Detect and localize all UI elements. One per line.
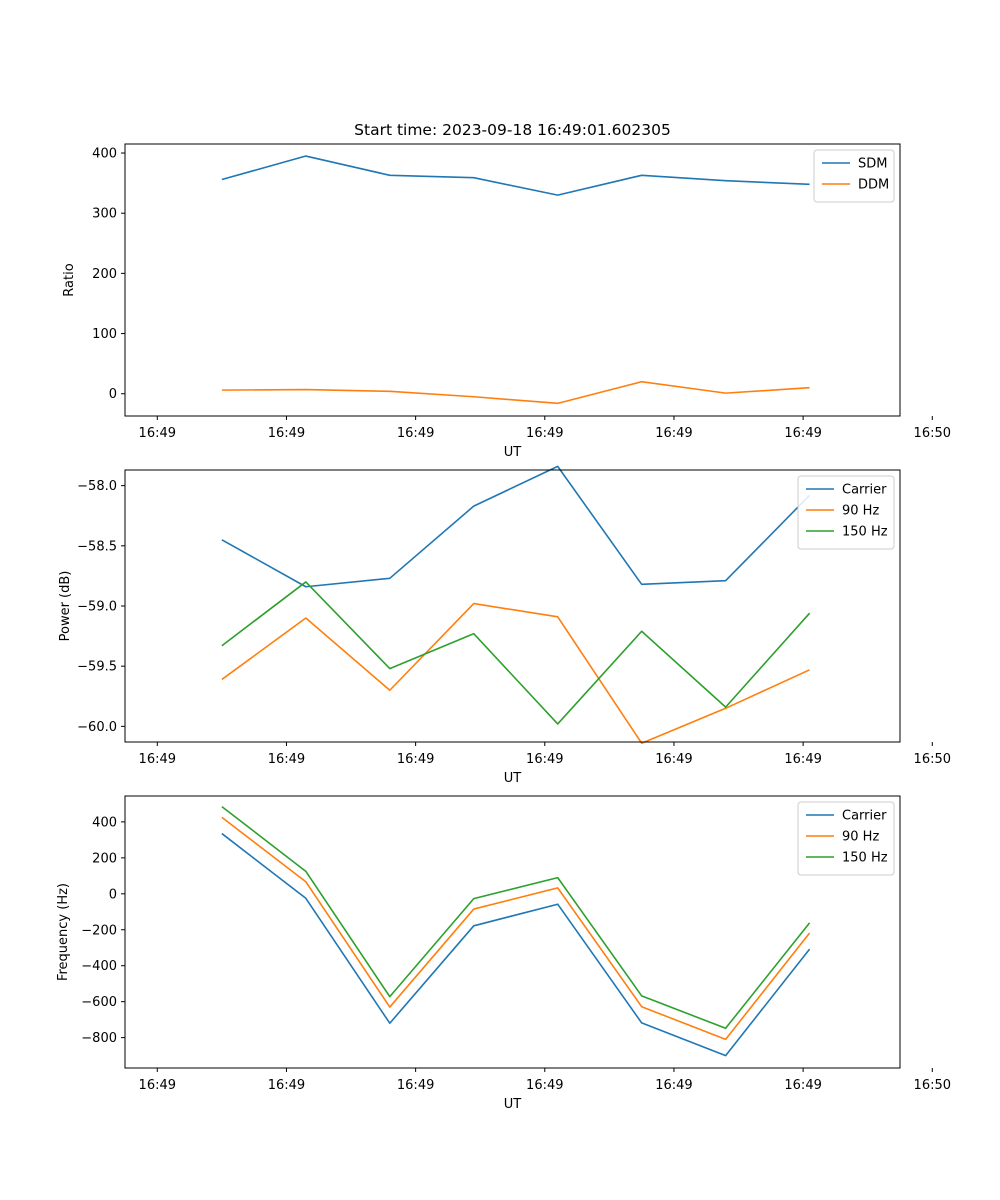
y-tick-label: −600 bbox=[81, 995, 117, 1010]
series-line-150-hz bbox=[221, 805, 811, 1030]
y-tick-label: 400 bbox=[92, 147, 117, 162]
y-tick-label: 0 bbox=[109, 387, 117, 402]
y-tick-label: −59.0 bbox=[77, 600, 117, 615]
series-line-90-hz bbox=[221, 816, 811, 1041]
y-tick-label: −800 bbox=[81, 1031, 117, 1046]
y-tick-label: 100 bbox=[92, 327, 117, 342]
x-tick-label: 16:49 bbox=[655, 752, 692, 767]
series-line-carrier bbox=[221, 465, 811, 588]
y-axis-label: Ratio bbox=[62, 263, 77, 296]
x-tick-label: 16:49 bbox=[655, 1078, 692, 1093]
x-tick-label: 16:49 bbox=[784, 426, 821, 441]
series-line-sdm bbox=[221, 155, 810, 196]
legend-label-150-hz: 150 Hz bbox=[842, 851, 888, 866]
x-tick-label: 16:49 bbox=[784, 752, 821, 767]
legend-label-carrier: Carrier bbox=[842, 483, 887, 498]
x-tick-label: 16:49 bbox=[268, 426, 305, 441]
legend-label-sdm: SDM bbox=[858, 157, 887, 172]
legend-label-90-hz: 90 Hz bbox=[842, 504, 879, 519]
series-line-ddm bbox=[221, 380, 810, 405]
panels: 16:49 16:49 16:49 16:49 16:49 16:49 16:50 0 100 2… bbox=[56, 121, 951, 1112]
x-tick-label: 16:49 bbox=[526, 1078, 563, 1093]
x-tick-label: 16:49 bbox=[139, 426, 176, 441]
x-axis-label: UT bbox=[504, 1097, 522, 1112]
x-tick-label: 16:49 bbox=[139, 1078, 176, 1093]
x-tick-label: 16:49 bbox=[526, 426, 563, 441]
x-tick-label: 16:49 bbox=[526, 752, 563, 767]
series-line-90-hz bbox=[221, 602, 810, 745]
x-tick-label: 16:50 bbox=[914, 426, 951, 441]
x-tick-label: 16:49 bbox=[397, 426, 434, 441]
plot-frame bbox=[124, 795, 901, 1069]
x-tick-label: 16:49 bbox=[784, 1078, 821, 1093]
legend-label-90-hz: 90 Hz bbox=[842, 830, 879, 845]
y-tick-label: −60.0 bbox=[77, 720, 117, 735]
x-tick-label: 16:50 bbox=[914, 1078, 951, 1093]
chart-panel-1: 16:49 16:49 16:49 16:49 16:49 16:49 16:50 0 100 2… bbox=[62, 121, 951, 460]
chart-panel-3: 16:49 16:49 16:49 16:49 16:49 16:49 16:50 400 20… bbox=[56, 795, 951, 1112]
x-tick-label: 16:49 bbox=[655, 426, 692, 441]
legend-label-150-hz: 150 Hz bbox=[842, 525, 888, 540]
chart-title: Start time: 2023-09-18 16:49:01.602305 bbox=[354, 121, 671, 139]
y-axis-label: Frequency (Hz) bbox=[56, 883, 71, 981]
y-tick-label: 300 bbox=[92, 207, 117, 222]
legend-label-ddm: DDM bbox=[858, 178, 889, 193]
legend-label-carrier: Carrier bbox=[842, 809, 887, 824]
series-line-carrier bbox=[221, 832, 811, 1057]
y-tick-label: −58.0 bbox=[77, 479, 117, 494]
y-tick-label: 400 bbox=[92, 815, 117, 830]
plot-frame bbox=[124, 143, 901, 417]
x-axis-label: UT bbox=[504, 445, 522, 460]
y-tick-label: −400 bbox=[81, 959, 117, 974]
x-tick-label: 16:50 bbox=[914, 752, 951, 767]
y-tick-label: 0 bbox=[109, 887, 117, 902]
y-tick-label: 200 bbox=[92, 267, 117, 282]
x-tick-label: 16:49 bbox=[139, 752, 176, 767]
y-axis-label: Power (dB) bbox=[58, 571, 73, 642]
x-tick-label: 16:49 bbox=[268, 752, 305, 767]
x-tick-label: 16:49 bbox=[397, 1078, 434, 1093]
y-tick-label: −59.5 bbox=[77, 660, 117, 675]
x-tick-label: 16:49 bbox=[397, 752, 434, 767]
x-tick-label: 16:49 bbox=[268, 1078, 305, 1093]
x-axis-label: UT bbox=[504, 771, 522, 786]
series-line-150-hz bbox=[221, 581, 811, 725]
y-tick-label: −58.5 bbox=[77, 539, 117, 554]
y-tick-label: 200 bbox=[92, 851, 117, 866]
y-tick-label: −200 bbox=[81, 923, 117, 938]
chart-panel-2: 16:49 16:49 16:49 16:49 16:49 16:49 16:50 −58.0… bbox=[58, 465, 951, 786]
